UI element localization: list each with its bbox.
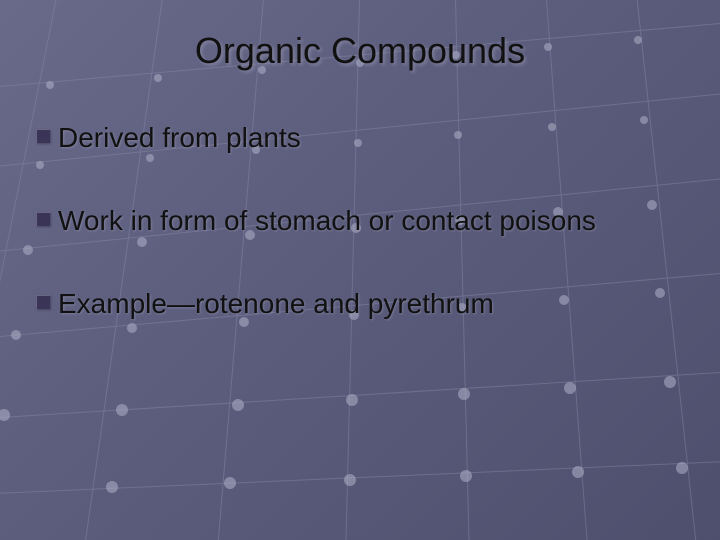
slide: Organic Compounds Derived from plants Wo…	[0, 0, 720, 540]
list-item: Work in form of stomach or contact poiso…	[36, 203, 680, 238]
bullet-icon	[36, 295, 50, 309]
bullet-icon	[36, 212, 50, 226]
list-item: Example—rotenone and pyrethrum	[36, 286, 680, 321]
slide-body: Derived from plants Work in form of stom…	[36, 120, 680, 369]
bullet-text: Work in form of stomach or contact poiso…	[58, 203, 596, 238]
bullet-text: Example—rotenone and pyrethrum	[58, 286, 494, 321]
list-item: Derived from plants	[36, 120, 680, 155]
bullet-icon	[36, 129, 50, 143]
slide-title: Organic Compounds	[0, 30, 720, 72]
bullet-text: Derived from plants	[58, 120, 301, 155]
